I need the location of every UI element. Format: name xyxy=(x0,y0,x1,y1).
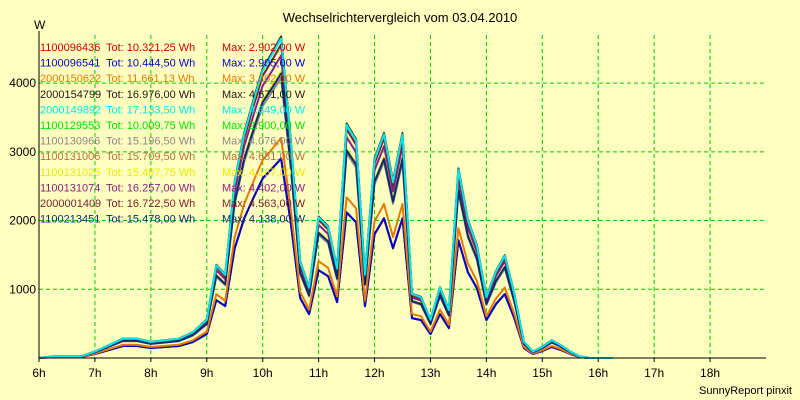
y-tick-label: 3000 xyxy=(9,145,36,159)
x-tick-label: 15h xyxy=(532,366,552,380)
x-tick-label: 8h xyxy=(144,366,157,380)
series-line-2000150622 xyxy=(38,136,613,359)
x-tick-label: 9h xyxy=(200,366,213,380)
legend-entry-1100129553: 1100129553 Tot: 10.009,75 Wh Max: 2.900,00… xyxy=(40,120,306,132)
x-tick-label: 10h xyxy=(253,366,273,380)
legend-entry-1100130966: 1100130966 Tot: 15.196,50 Wh Max: 4.076,00… xyxy=(40,136,306,148)
y-axis-unit-label: W xyxy=(34,18,46,32)
legend-entry-1100131006: 1100131006 Tot: 15.709,50 Wh Max: 4.681,00… xyxy=(40,151,306,163)
legend-entry-1100213451: 1100213451 Tot: 15.478,00 Wh Max: 4.138,00… xyxy=(40,214,306,226)
series-lines xyxy=(38,35,613,359)
chart-title: Wechselrichtervergleich vom 03.04.2010 xyxy=(282,10,518,25)
legend-entry-2000149892: 2000149892 Tot: 17.133,50 Wh Max: 4.649,00… xyxy=(40,104,306,116)
legend-entry-2000154799: 2000154799 Tot: 16.976,00 Wh Max: 4.671,00… xyxy=(40,89,306,101)
grid-lines xyxy=(38,35,766,358)
legend-entry-1100096436: 1100096436 Tot: 10.321,25 Wh Max: 2.902,00… xyxy=(40,42,306,54)
y-tick-label: 4000 xyxy=(9,76,36,90)
x-tick-label: 18h xyxy=(700,366,720,380)
legend-entry-2000001409: 2000001409 Tot: 16.722,50 Wh Max: 4.563,00… xyxy=(40,198,306,210)
x-tick-label: 17h xyxy=(644,366,664,380)
legend-entry-1100131025: 1100131025 Tot: 15.487,75 Wh Max: 4.167,00… xyxy=(40,167,306,179)
x-tick-label: 11h xyxy=(309,366,328,380)
y-tick-label: 1000 xyxy=(9,282,36,296)
x-tick-label: 6h xyxy=(32,366,45,380)
legend-entry-1100131074: 1100131074 Tot: 16.257,00 Wh Max: 4.402,00… xyxy=(40,182,306,194)
legend-entry-2000150622: 2000150622 Tot: 11.661,13 Wh Max: 3.202,00… xyxy=(40,73,306,85)
y-tick-label: 2000 xyxy=(9,214,36,228)
series-line-2000149892 xyxy=(38,37,613,359)
x-tick-label: 7h xyxy=(88,366,101,380)
x-tick-label: 16h xyxy=(588,366,608,380)
x-tick-label: 14h xyxy=(476,366,496,380)
footer-credit: SunnyReport pinxit xyxy=(699,385,792,397)
x-tick-label: 12h xyxy=(365,366,385,380)
legend-entry-1100096541: 1100096541 Tot: 10.444,50 Wh Max: 2.905,00… xyxy=(40,58,306,70)
legend: 1100096436 Tot: 10.321,25 Wh Max: 2.902,00… xyxy=(40,42,306,226)
axes: 6h 7h 8h 9h 10h 11h 12h 13h 14h 15h 16h 17h 18h 1000 2… xyxy=(9,31,766,380)
x-tick-label: 13h xyxy=(420,366,440,380)
